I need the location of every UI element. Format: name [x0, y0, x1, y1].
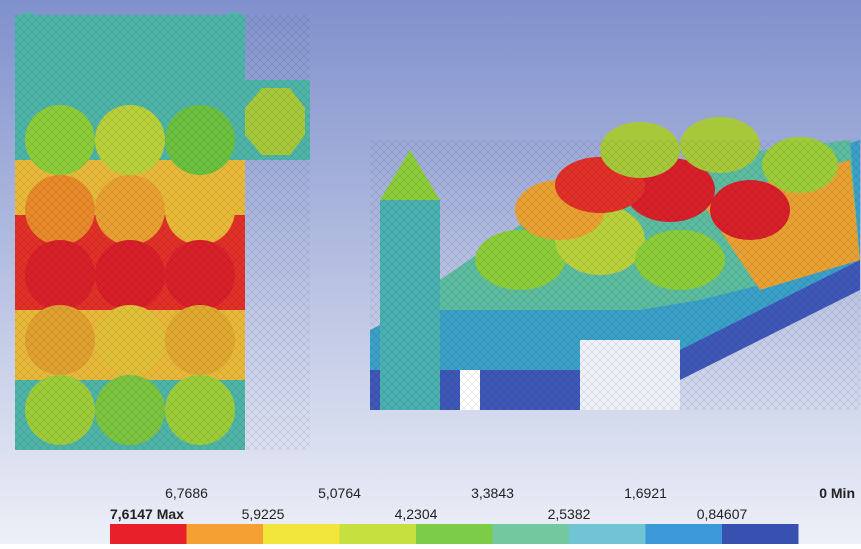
legend-swatch [722, 524, 799, 544]
legend-label: 4,2304 [395, 506, 438, 522]
legend-label: 7,6147 Max [110, 506, 184, 522]
color-legend: 7,6147 Max 6,7686 5,9225 5,0764 4,2304 3,3843… [110, 485, 855, 544]
legend-swatch [645, 524, 722, 544]
legend-swatch [569, 524, 646, 544]
legend-label: 0,84607 [697, 506, 748, 522]
legend-swatch [339, 524, 416, 544]
legend-label: 6,7686 [165, 485, 208, 501]
legend-label: 5,9225 [242, 506, 285, 522]
legend-label: 2,5382 [548, 506, 591, 522]
legend-label: 0 Min [819, 485, 855, 501]
legend-label: 1,6921 [624, 485, 667, 501]
left-model [15, 12, 310, 450]
legend-label: 5,0764 [318, 485, 361, 501]
legend-swatch [492, 524, 569, 544]
legend-swatch [263, 524, 340, 544]
legend-label: 3,3843 [471, 485, 514, 501]
right-model [370, 117, 860, 410]
legend-swatch [186, 524, 263, 544]
legend-swatch [110, 524, 187, 544]
legend-swatch [416, 524, 493, 544]
